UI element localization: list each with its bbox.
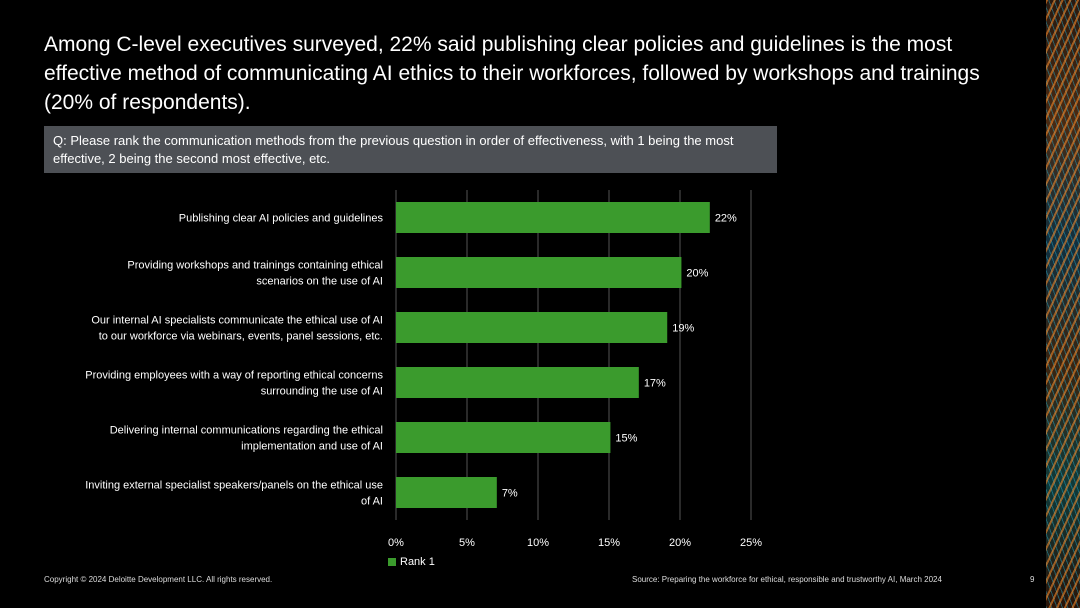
category-label: implementation and use of AI (241, 441, 383, 453)
data-label: 17% (644, 378, 666, 390)
bar (396, 202, 710, 233)
x-tick-label: 10% (527, 537, 549, 549)
question-box: Q: Please rank the communication methods… (44, 126, 777, 173)
data-label: 7% (502, 488, 518, 500)
bar (396, 312, 668, 343)
category-label: Providing employees with a way of report… (85, 370, 383, 382)
bar (396, 257, 682, 288)
category-label: Publishing clear AI policies and guideli… (179, 213, 384, 225)
bar-chart: 0% 5% 10% 15% 20% 25% 22% Publishing clear AI p… (85, 190, 762, 549)
bar (396, 367, 639, 398)
category-label: Inviting external specialist speakers/pa… (85, 480, 383, 492)
x-tick-label: 15% (598, 537, 620, 549)
legend: Rank 1 (388, 556, 435, 568)
headline: Among C-level executives surveyed, 22% s… (44, 33, 980, 114)
x-tick-label: 5% (459, 537, 475, 549)
x-tick-label: 0% (388, 537, 404, 549)
x-tick-label: 20% (669, 537, 691, 549)
category-label: of AI (361, 496, 383, 508)
category-label: Our internal AI specialists communicate … (91, 315, 383, 327)
data-label: 22% (715, 213, 737, 225)
copyright-text: Copyright © 2024 Deloitte Development LL… (44, 575, 273, 584)
page-number: 9 (1030, 575, 1035, 584)
decorative-image-strip (1046, 0, 1080, 608)
data-label: 19% (672, 323, 694, 335)
x-tick-label: 25% (740, 537, 762, 549)
data-label: 20% (686, 268, 708, 280)
source-text: Source: Preparing the workforce for ethi… (632, 575, 942, 584)
legend-label: Rank 1 (400, 556, 435, 568)
category-label: surrounding the use of AI (261, 386, 383, 398)
data-label: 15% (615, 433, 637, 445)
legend-swatch (388, 558, 396, 566)
bar (396, 477, 497, 508)
category-label: to our workforce via webinars, events, p… (99, 331, 383, 343)
bar (396, 422, 611, 453)
category-label: Providing workshops and trainings contai… (127, 260, 383, 272)
category-label: Delivering internal communications regar… (110, 425, 383, 437)
category-label: scenarios on the use of AI (256, 276, 383, 288)
